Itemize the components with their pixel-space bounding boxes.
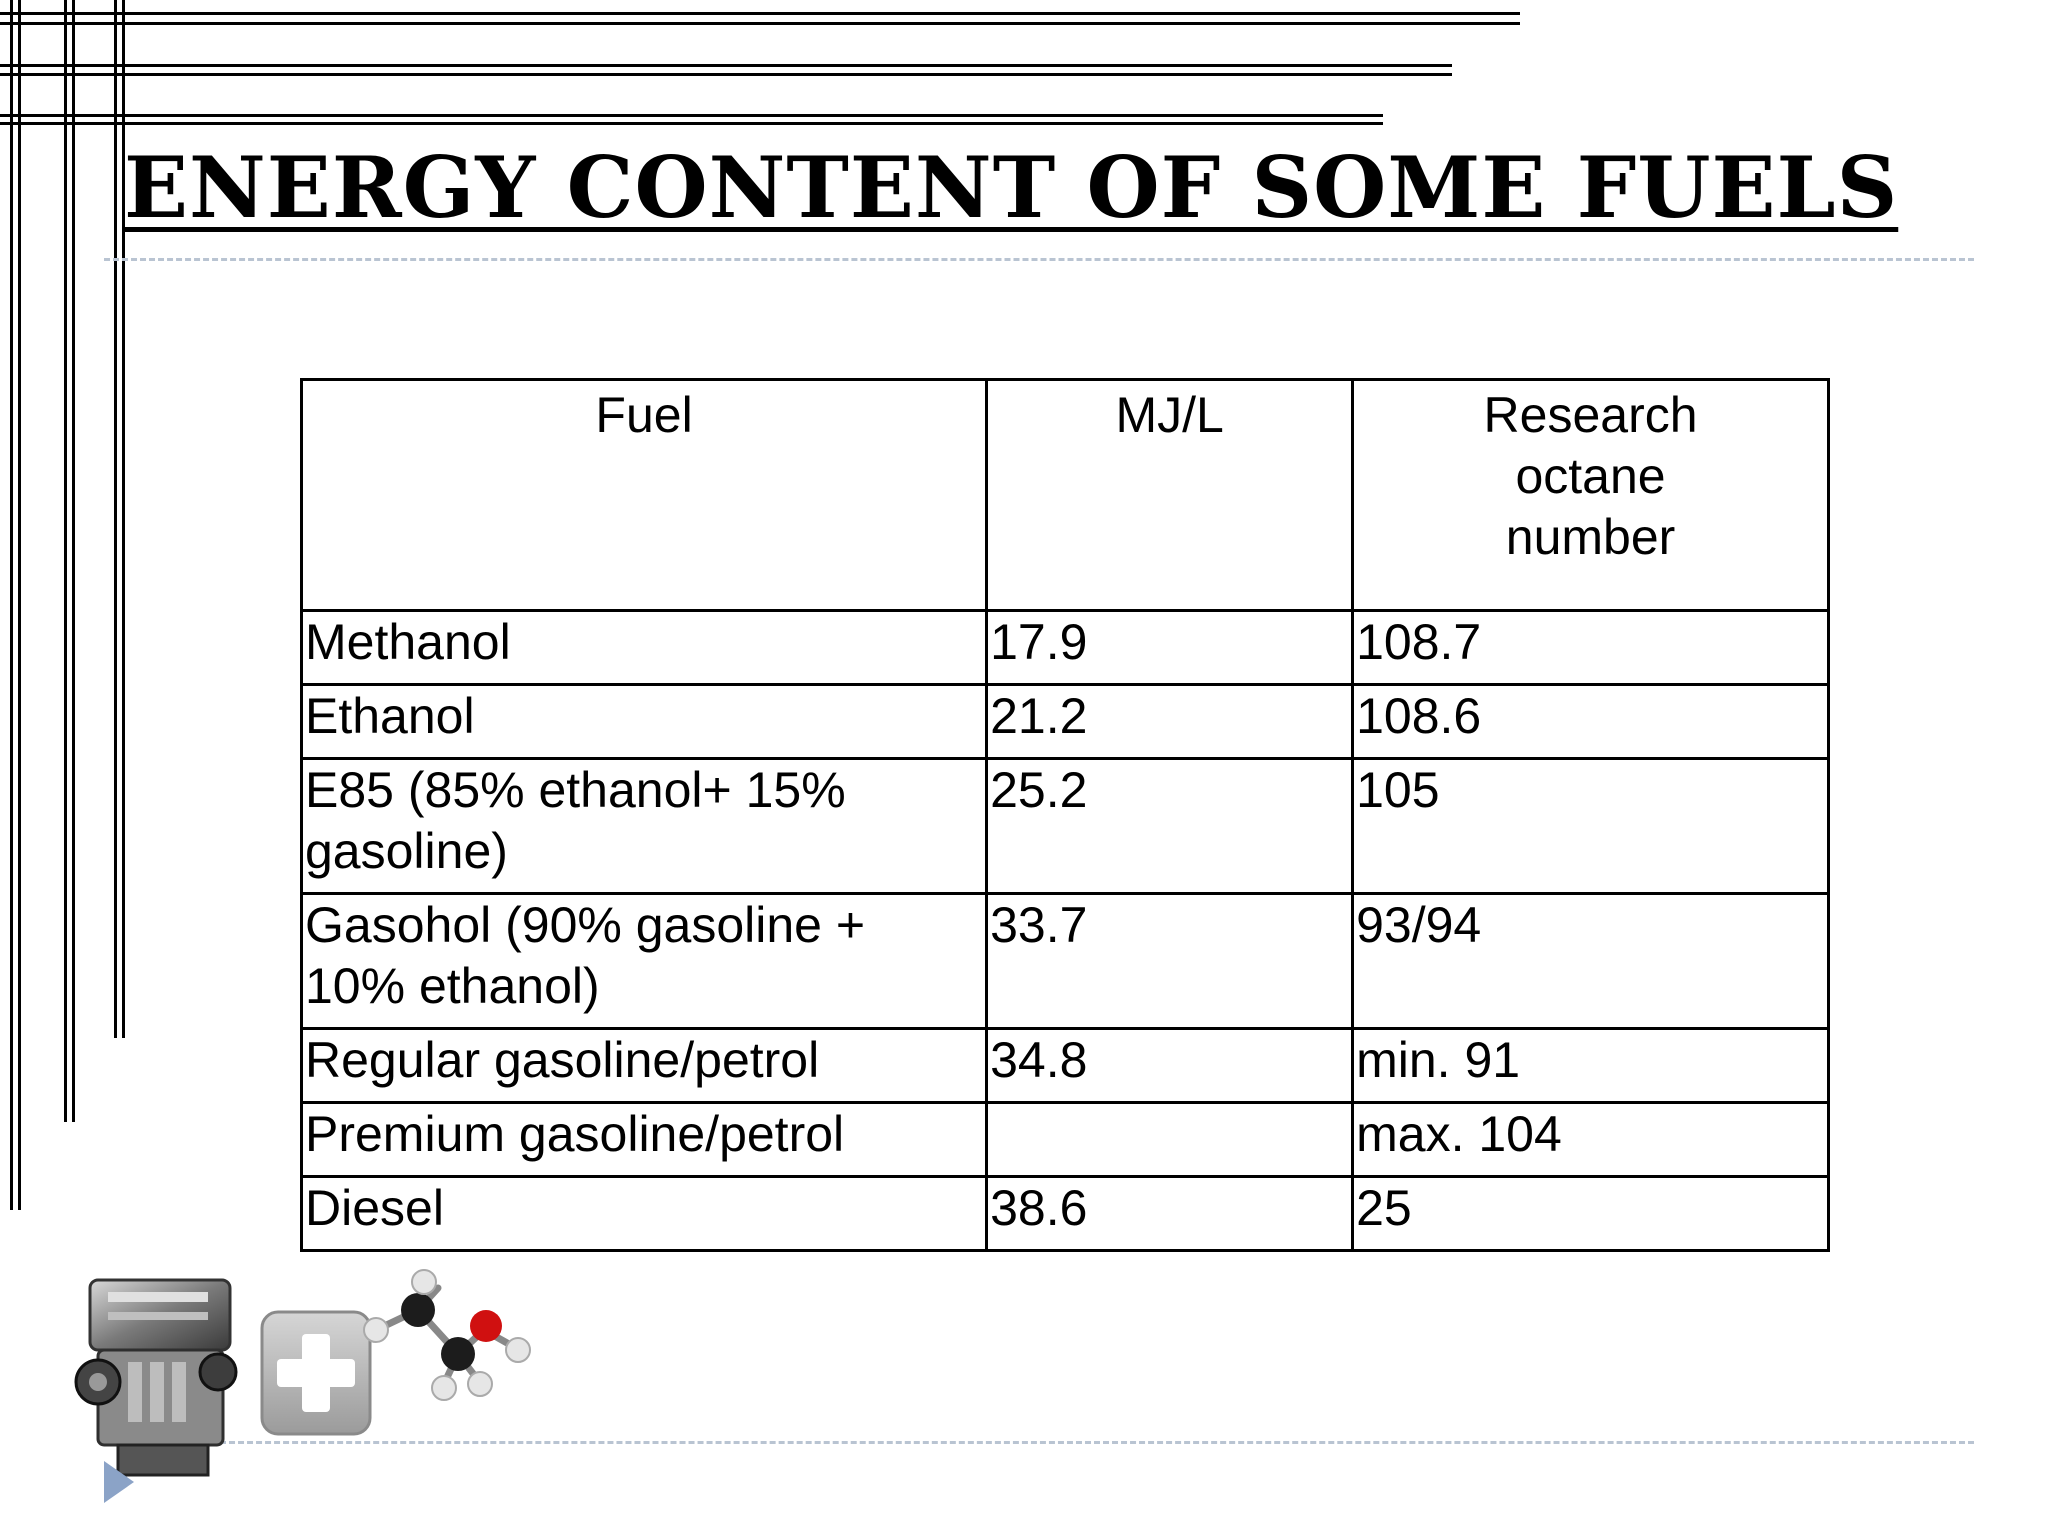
- footer-divider: [220, 1441, 1974, 1444]
- engine-image: [74, 1278, 238, 1477]
- cell-mj-per-l: 38.6: [985, 1175, 1355, 1252]
- cell-fuel: Ethanol: [299, 683, 989, 760]
- cell-fuel: Regular gasoline/petrol: [299, 1027, 989, 1104]
- table-row: Gasohol (90% gasoline + 10% ethanol) 33.…: [299, 892, 1830, 1030]
- column-header-fuel: Fuel: [299, 378, 989, 612]
- column-header-mj-per-l: MJ/L: [985, 378, 1355, 612]
- cell-mj-per-l: [985, 1101, 1355, 1178]
- table-row: Ethanol 21.2 108.6: [299, 683, 1830, 760]
- table-row: Regular gasoline/petrol 34.8 min. 91: [299, 1027, 1830, 1104]
- cell-fuel: E85 (85% ethanol+ 15% gasoline): [299, 757, 989, 895]
- cell-mj-per-l: 25.2: [985, 757, 1355, 895]
- cell-fuel: Gasohol (90% gasoline + 10% ethanol): [299, 892, 989, 1030]
- cell-octane: min. 91: [1351, 1027, 1830, 1104]
- cell-fuel-line: gasoline): [305, 823, 508, 879]
- cell-octane: 108.7: [1351, 609, 1830, 686]
- table-header-row: Fuel MJ/L Research octane number: [299, 378, 1830, 612]
- table-row: Premium gasoline/petrol max. 104: [299, 1101, 1830, 1178]
- cell-octane: 25: [1351, 1175, 1830, 1252]
- header-line: number: [1505, 509, 1676, 565]
- slide-title: ENERGY CONTENT OF SOME FUELS: [124, 138, 1899, 237]
- cell-octane: max. 104: [1351, 1101, 1830, 1178]
- column-header-research-octane-number: Research octane number: [1351, 378, 1830, 612]
- cell-fuel: Premium gasoline/petrol: [299, 1101, 989, 1178]
- cell-mj-per-l: 33.7: [985, 892, 1355, 1030]
- table-row: Diesel 38.6 25: [299, 1175, 1830, 1252]
- plus-icon: [260, 1310, 372, 1436]
- cell-fuel-line: Gasohol (90% gasoline +: [305, 897, 866, 953]
- cell-octane: 108.6: [1351, 683, 1830, 760]
- cell-mj-per-l: 34.8: [985, 1027, 1355, 1104]
- cell-mj-per-l: 17.9: [985, 609, 1355, 686]
- title-divider: [104, 258, 1974, 261]
- cell-fuel: Methanol: [299, 609, 989, 686]
- cell-fuel-line: E85 (85% ethanol+ 15%: [305, 762, 846, 818]
- table-row: Methanol 17.9 108.7: [299, 609, 1830, 686]
- next-slide-arrow-icon[interactable]: [104, 1461, 134, 1503]
- header-line: Research: [1483, 387, 1698, 443]
- cell-fuel-line: 10% ethanol): [305, 958, 600, 1014]
- cell-mj-per-l: 21.2: [985, 683, 1355, 760]
- table-row: E85 (85% ethanol+ 15% gasoline) 25.2 105: [299, 757, 1830, 895]
- fuel-energy-table: Fuel MJ/L Research octane number Methano…: [299, 378, 1830, 1252]
- cell-octane: 93/94: [1351, 892, 1830, 1030]
- header-line: octane: [1515, 448, 1666, 504]
- cell-octane: 105: [1351, 757, 1830, 895]
- cell-fuel: Diesel: [299, 1175, 989, 1252]
- ethanol-molecule-image: [363, 1269, 531, 1401]
